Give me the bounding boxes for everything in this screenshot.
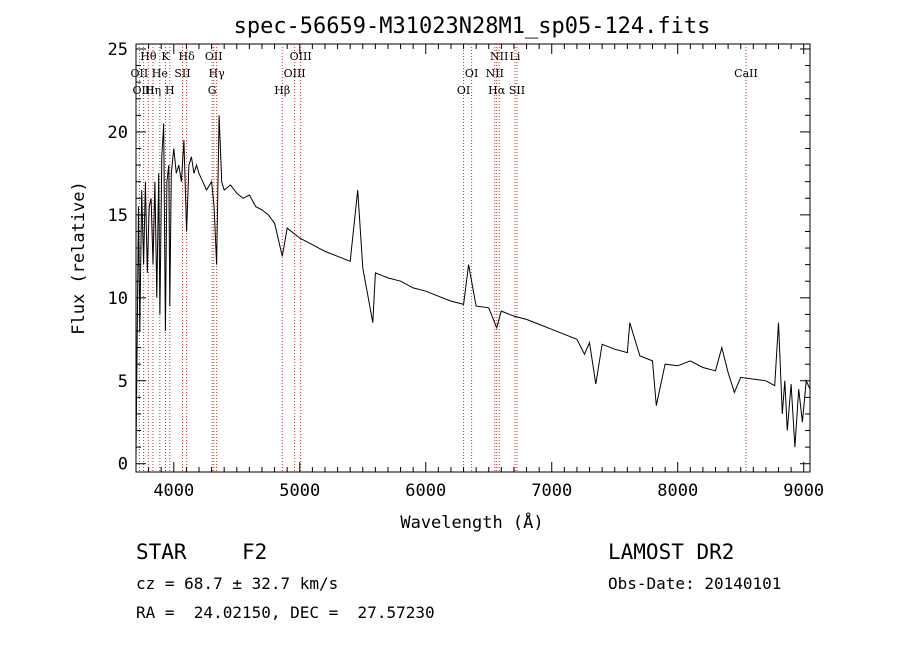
spectral-line-label: Hβ bbox=[274, 84, 290, 97]
spectral-line-label: Hγ bbox=[209, 67, 226, 80]
spectral-line-markers: Hθ OII OIII K He Hη Hδ SII H OII Hγ G OIII OIII Hβ OI OI… bbox=[131, 44, 758, 472]
spectral-line-label: SII bbox=[174, 67, 190, 80]
object-subclass: F2 bbox=[242, 540, 268, 564]
y-axis-label: Flux (relative) bbox=[69, 181, 89, 335]
y-tick-label: 0 bbox=[118, 455, 128, 475]
y-tick-label: 20 bbox=[108, 123, 128, 143]
x-tick-label: 4000 bbox=[153, 481, 194, 501]
spectral-line-label: Hη bbox=[145, 84, 161, 97]
y-tick-label: 5 bbox=[118, 372, 128, 392]
spectral-line-label: OIII bbox=[290, 50, 312, 63]
x-axis-label: Wavelength (Å) bbox=[400, 511, 543, 533]
x-tick-label: 7000 bbox=[531, 481, 572, 501]
spectral-line-label: Hθ bbox=[140, 50, 157, 63]
x-tick-label: 8000 bbox=[657, 481, 698, 501]
spectral-line-label: CaII bbox=[734, 67, 758, 80]
x-tick-label: 9000 bbox=[783, 481, 824, 501]
x-axis: 4000 5000 6000 7000 8000 9000 bbox=[135, 44, 824, 501]
spectral-line-label: Hα bbox=[488, 84, 506, 97]
spectral-line-label: Hδ bbox=[179, 50, 196, 63]
y-axis: 0 5 10 15 20 25 bbox=[108, 40, 810, 475]
spectral-line-label: OI bbox=[457, 84, 470, 97]
x-tick-label: 6000 bbox=[405, 481, 446, 501]
spectral-line-label: H bbox=[165, 84, 175, 97]
y-tick-label: 10 bbox=[108, 289, 128, 309]
observation-date: Obs-Date: 20140101 bbox=[608, 574, 782, 593]
spectral-line-label: NII bbox=[486, 67, 504, 80]
series-layer bbox=[135, 115, 811, 456]
spectral-line-label: OII bbox=[205, 50, 223, 63]
plot-frame bbox=[135, 43, 811, 473]
survey-name: LAMOST DR2 bbox=[608, 540, 735, 564]
spectral-line-label: He bbox=[152, 67, 168, 80]
object-class: STAR bbox=[136, 540, 187, 564]
y-tick-label: 25 bbox=[108, 40, 128, 60]
spectral-line-label: NII bbox=[490, 50, 508, 63]
spectral-line-label: OI bbox=[465, 67, 478, 80]
redshift-velocity: cz = 68.7 ± 32.7 km/s bbox=[136, 574, 339, 593]
spectral-line-label: OIII bbox=[133, 84, 155, 97]
spectral-line-label: K bbox=[161, 50, 170, 63]
spectral-line-label: SII bbox=[509, 84, 525, 97]
y-tick-label: 15 bbox=[108, 206, 128, 226]
coordinates: RA = 24.02150, DEC = 27.57230 bbox=[136, 603, 435, 622]
spectrum-line bbox=[135, 115, 811, 456]
spectral-line-label: Li bbox=[510, 50, 521, 63]
chart-title: spec-56659-M31023N28M1_sp05-124.fits bbox=[234, 14, 711, 39]
spectral-line-label: OIII bbox=[284, 67, 306, 80]
spectral-line-label: G bbox=[208, 84, 217, 97]
spectral-line-label: OII bbox=[131, 67, 149, 80]
x-tick-label: 5000 bbox=[279, 481, 320, 501]
